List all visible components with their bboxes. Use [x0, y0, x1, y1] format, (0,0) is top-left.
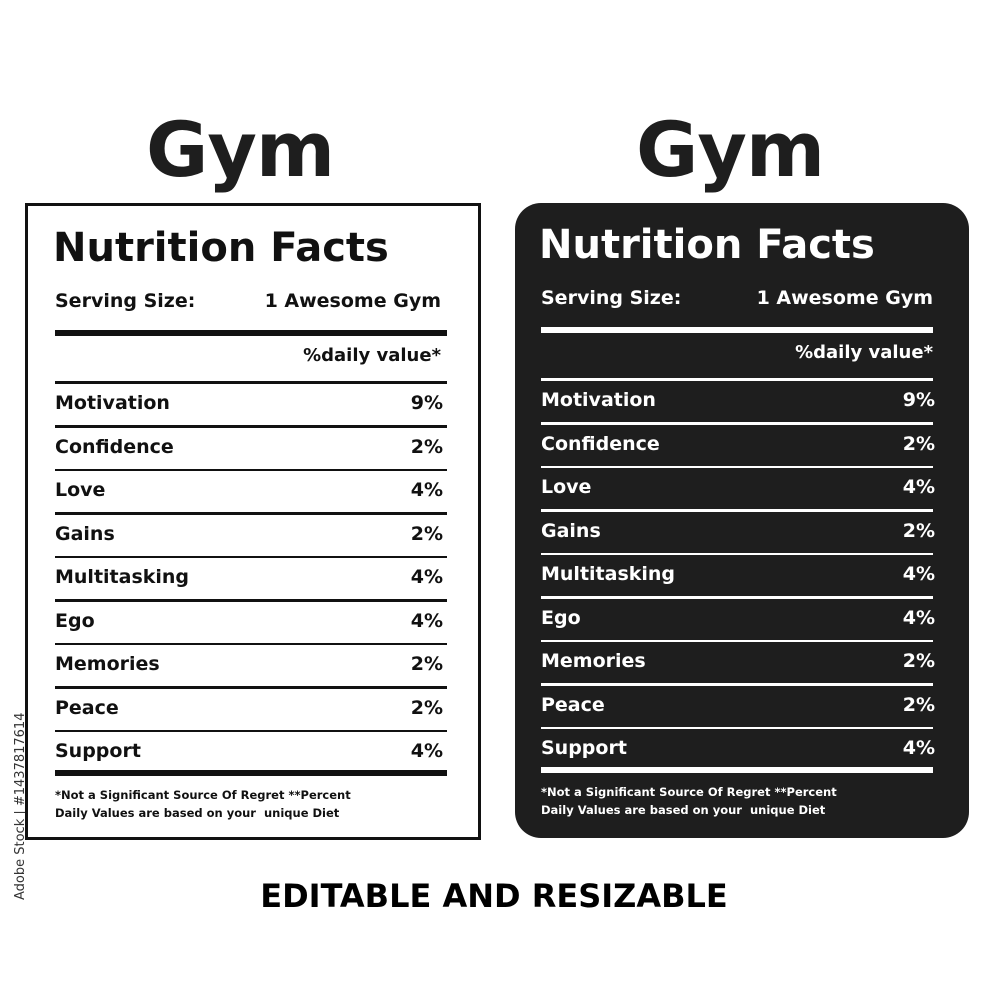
rule [541, 683, 933, 686]
row-name: Gains [541, 519, 601, 542]
row-name: Confidence [55, 435, 174, 458]
rule [55, 642, 447, 645]
row-value: 2% [410, 696, 443, 719]
row-name: Love [55, 479, 106, 501]
thick-rule [541, 767, 933, 773]
thick-rule [55, 770, 447, 776]
footnote: *Not a Significant Source Of Regret **Pe… [541, 785, 837, 799]
dv-header: %daily value* [303, 345, 441, 366]
footnote: Daily Values are based on your unique Di… [55, 806, 340, 820]
row-value: 4% [902, 476, 935, 498]
row-value: 2% [902, 693, 935, 716]
row-name: Confidence [541, 432, 660, 455]
row-value: 2% [902, 432, 935, 455]
label-panel: Nutrition Facts Serving Size: 1 Awesome Gy… [515, 203, 969, 838]
footnote: Daily Values are based on your unique Di… [541, 803, 826, 817]
row-name: Love [541, 476, 592, 498]
row-name: Ego [55, 609, 95, 632]
thick-rule [55, 330, 447, 336]
row-value: 4% [410, 740, 443, 762]
row-name: Memories [541, 650, 646, 672]
caption: EDITABLE AND RESIZABLE [260, 877, 728, 915]
rule [541, 378, 933, 381]
rule [55, 729, 447, 732]
rule [541, 552, 933, 555]
rule [55, 381, 447, 384]
row-value: 4% [410, 566, 443, 588]
row-value: 2% [410, 522, 443, 545]
serving-value: 1 Awesome Gym [264, 290, 441, 312]
rule [541, 465, 933, 468]
rule [55, 512, 447, 515]
rule [55, 686, 447, 689]
heading: Gym [635, 105, 825, 194]
row-value: 4% [902, 606, 935, 629]
row-value: 2% [902, 519, 935, 542]
label-title: Nutrition Facts [53, 225, 389, 271]
row-value: 4% [410, 609, 443, 632]
label-panel: Nutrition Facts Serving Size: 1 Awesome Gy… [25, 203, 481, 840]
footnote: *Not a Significant Source Of Regret **Pe… [55, 788, 351, 802]
row-name: Ego [541, 606, 581, 629]
row-name: Multitasking [55, 566, 190, 588]
rule [55, 555, 447, 558]
row-name: Multitasking [541, 563, 676, 585]
label-title: Nutrition Facts [539, 222, 875, 268]
row-name: Gains [55, 522, 115, 545]
heading: Gym [145, 105, 335, 194]
row-name: Motivation [55, 392, 170, 414]
row-name: Peace [55, 696, 119, 719]
thick-rule [541, 327, 933, 333]
row-value: 2% [902, 650, 935, 672]
row-value: 2% [410, 653, 443, 675]
row-value: 2% [410, 435, 443, 458]
row-value: 4% [902, 563, 935, 585]
rule [55, 599, 447, 602]
row-value: 4% [902, 737, 935, 759]
row-value: 4% [410, 479, 443, 501]
rule [55, 468, 447, 471]
serving-label: Serving Size: [55, 290, 196, 312]
rule [541, 596, 933, 599]
serving-value: 1 Awesome Gym [756, 287, 933, 309]
rule [55, 425, 447, 428]
rule [541, 422, 933, 425]
row-name: Peace [541, 693, 605, 716]
rule [541, 726, 933, 729]
row-name: Memories [55, 653, 160, 675]
row-name: Support [541, 737, 627, 759]
row-name: Support [55, 740, 141, 762]
rule [541, 509, 933, 512]
dv-header: %daily value* [795, 342, 933, 363]
row-name: Motivation [541, 389, 656, 411]
row-value: 9% [902, 389, 935, 411]
row-value: 9% [410, 392, 443, 414]
rule [541, 639, 933, 642]
serving-label: Serving Size: [541, 287, 682, 309]
